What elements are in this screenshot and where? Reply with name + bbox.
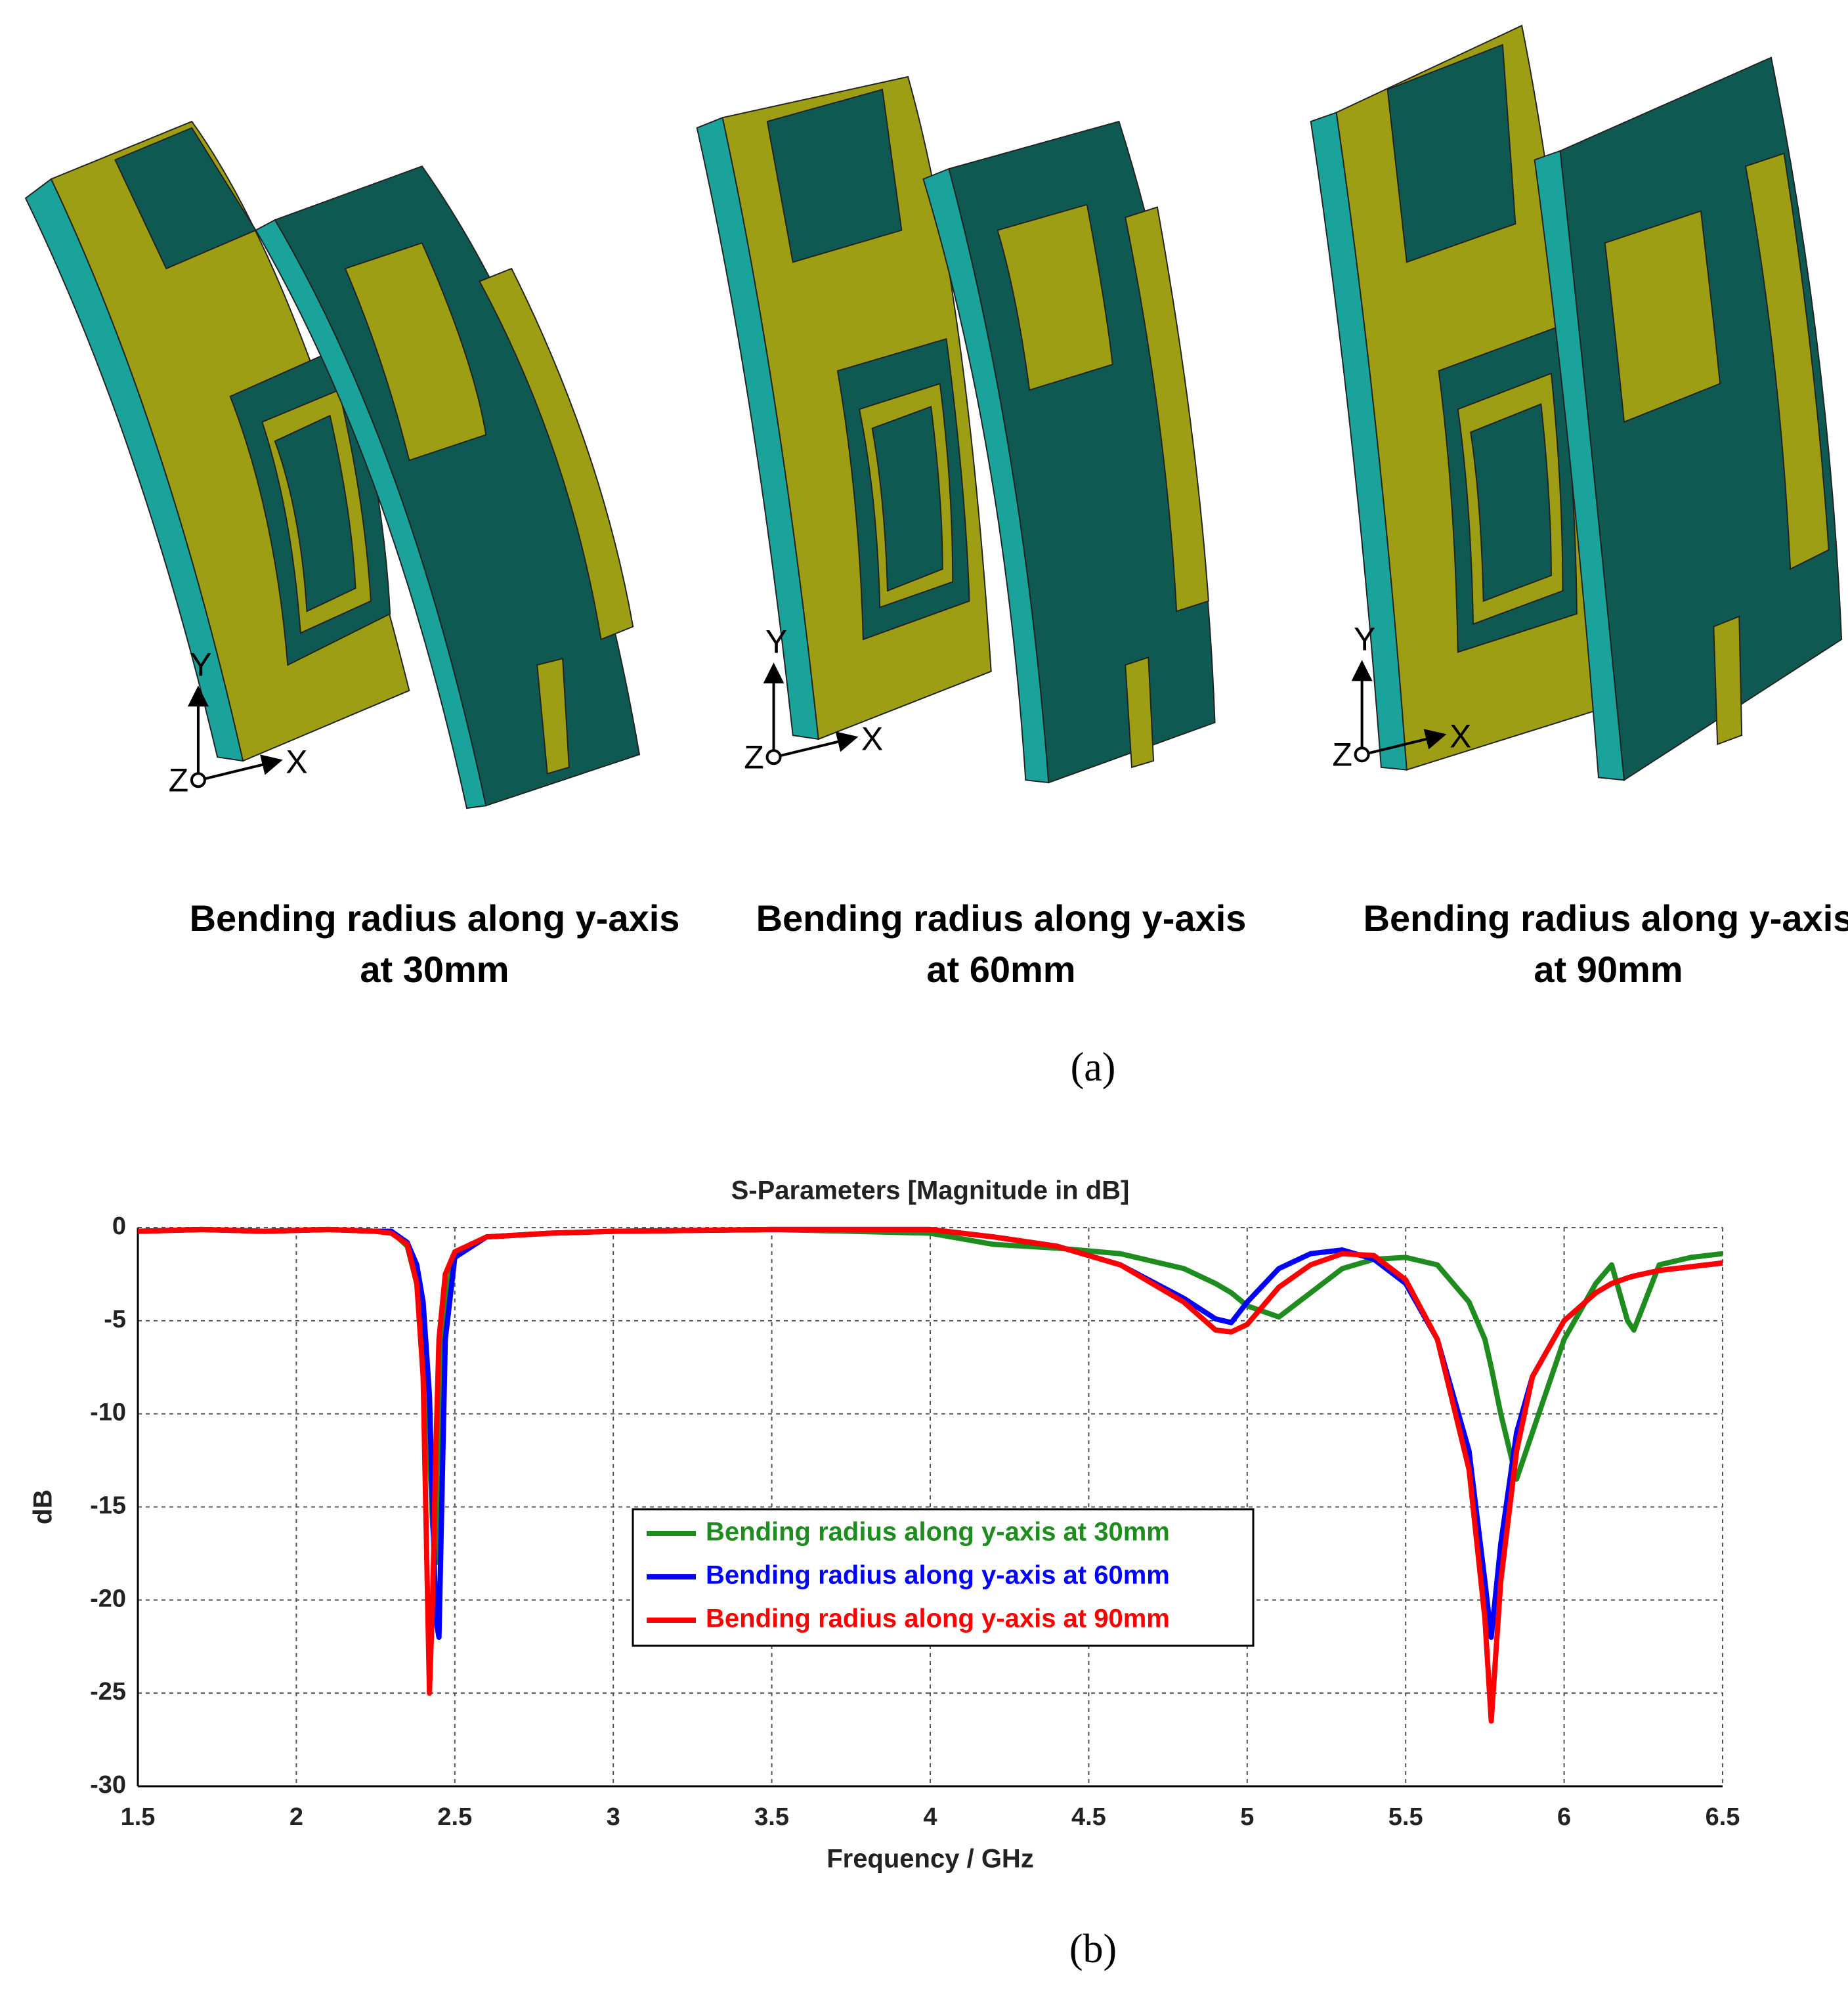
x-tick-label: 6.5 xyxy=(1706,1803,1740,1831)
x-axis-label: Frequency / GHz xyxy=(827,1845,1034,1874)
axis-letter: Y xyxy=(765,623,787,660)
x-tick-label: 2 xyxy=(290,1803,303,1831)
data-line xyxy=(137,1226,1723,1724)
panel-label: (b) xyxy=(1069,1927,1117,1971)
axis-arrow xyxy=(780,731,859,758)
x-tick-label: 5 xyxy=(1240,1803,1254,1831)
y-tick-label: -10 xyxy=(90,1399,126,1427)
axis-arrow xyxy=(204,754,283,781)
axis-arrow xyxy=(1368,729,1447,755)
legend-label: Bending radius along y-axis at 60mm xyxy=(706,1561,1170,1590)
axis-letter: Z xyxy=(1332,737,1352,773)
x-tick-label: 4 xyxy=(923,1803,937,1831)
x-tick-label: 5.5 xyxy=(1388,1803,1423,1831)
x-tick-label: 4.5 xyxy=(1071,1803,1106,1831)
caption: Bending radius along y-axis at 30mm xyxy=(189,897,680,990)
y-tick-label: -15 xyxy=(90,1492,126,1520)
y-tick-label: -20 xyxy=(90,1585,126,1612)
axis-letter: X xyxy=(1450,718,1471,755)
legend-label: Bending radius along y-axis at 90mm xyxy=(706,1604,1170,1633)
axis-letter: X xyxy=(286,743,307,780)
x-tick-label: 1.5 xyxy=(121,1803,156,1831)
y-tick-label: 0 xyxy=(112,1213,126,1240)
caption: Bending radius along y-axis at 60mm xyxy=(756,897,1247,990)
panel-label: (a) xyxy=(1071,1045,1116,1090)
legend-label: Bending radius along y-axis at 30mm xyxy=(706,1518,1170,1547)
axis-letter: Z xyxy=(169,762,189,798)
x-tick-label: 3 xyxy=(607,1803,620,1831)
axis-triads: Y X Z Y X Z Y X Z xyxy=(169,621,1472,799)
legend-box xyxy=(632,1508,1255,1647)
y-tick-label: -30 xyxy=(90,1771,126,1799)
axis-letter: Y xyxy=(1354,621,1375,658)
y-tick-label: -25 xyxy=(90,1678,126,1706)
axis-letter: Z xyxy=(744,739,764,775)
axis-origin xyxy=(190,772,206,788)
y-tick-label: -5 xyxy=(104,1306,126,1333)
legend: Bending radius along y-axis at 30mm Bendi… xyxy=(632,1508,1255,1647)
axis-origin xyxy=(1354,746,1370,763)
chart: S-Parameters [Magnitude in dB] Frequency … xyxy=(29,1176,1740,1874)
y-axis-label: dB xyxy=(29,1490,58,1524)
chart-title: S-Parameters [Magnitude in dB] xyxy=(731,1176,1130,1205)
x-tick-label: 6 xyxy=(1557,1803,1571,1831)
antenna-renderings xyxy=(24,24,1843,809)
axis-origin xyxy=(765,749,782,765)
axis-letter: Y xyxy=(190,646,211,683)
caption: Bending radius along y-axis at 90mm xyxy=(1363,897,1848,990)
x-tick-label: 3.5 xyxy=(754,1803,789,1831)
axis-letter: X xyxy=(861,720,883,757)
x-tick-label: 2.5 xyxy=(437,1803,472,1831)
